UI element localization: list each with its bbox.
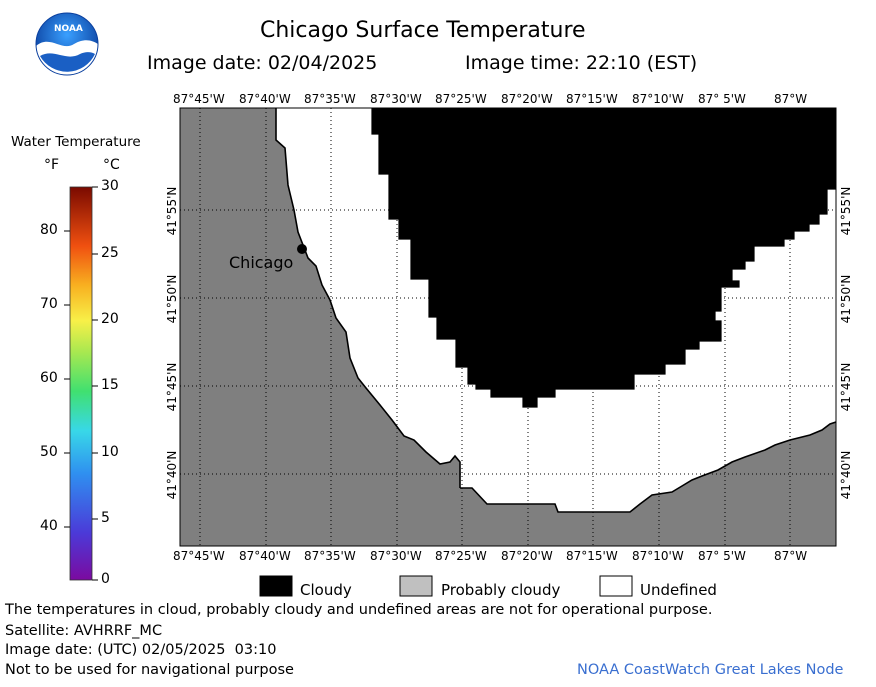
lat-label-right: 41°50'N [839,274,853,324]
lat-label-right: 41°40'N [839,450,853,500]
footer-satellite: Satellite: AVHRRF_MC [5,623,163,639]
f-tick-label: 40 [40,518,58,534]
lat-label-left: 41°50'N [165,274,179,324]
legend-swatch-cloudy [259,575,293,597]
chicago-marker [297,244,307,254]
c-tick-label: 15 [101,377,119,393]
lat-label-left: 41°55'N [165,186,179,236]
f-tick-label: 80 [40,222,58,238]
legend-swatch-undefined [599,575,633,597]
c-tick-label: 10 [101,444,119,460]
lon-label-top: 87°25'W [435,92,487,106]
lon-label-bottom: 87°15'W [566,549,618,563]
c-tick-label: 30 [101,178,119,194]
footer-credit: NOAA CoastWatch Great Lakes Node [577,662,844,678]
noaa-logo [35,12,99,77]
lon-label-top: 87° 5'W [698,92,746,106]
south-land [460,422,836,546]
noaa-logo-text: NOAA [54,24,83,34]
c-tick-label: 0 [101,571,110,587]
unit-fahrenheit: °F [44,157,60,173]
lon-label-bottom: 87°30'W [370,549,422,563]
legend-label-undefined: Undefined [640,581,717,599]
cloud-region [370,107,837,409]
lat-label-right: 41°45'N [839,362,853,412]
lon-label-bottom: 87°10'W [632,549,684,563]
lon-label-top: 87°20'W [501,92,553,106]
lon-label-bottom: 87°W [774,549,808,563]
west-land [180,108,460,546]
colorbar-ticks [64,186,98,581]
legend-swatch-probably-cloudy [399,575,433,597]
c-tick-label: 5 [101,510,110,526]
lon-label-bottom: 87°45'W [173,549,225,563]
graticule [180,108,836,546]
lon-label-bottom: 87°20'W [501,549,553,563]
lat-label-left: 41°40'N [165,450,179,500]
footer-note: The temperatures in cloud, probably clou… [5,602,713,618]
lon-label-top: 87°35'W [304,92,356,106]
page-title: Chicago Surface Temperature [260,18,586,43]
lon-label-bottom: 87°25'W [435,549,487,563]
lon-label-top: 87°10'W [632,92,684,106]
lat-label-right: 41°55'N [839,186,853,236]
c-tick-label: 20 [101,311,119,327]
lon-label-top: 87°W [774,92,808,106]
lon-label-bottom: 87° 5'W [698,549,746,563]
legend-label-cloudy: Cloudy [300,581,352,599]
image-time: Image time: 22:10 (EST) [465,52,698,74]
f-tick-label: 70 [40,296,58,312]
lon-label-bottom: 87°35'W [304,549,356,563]
colorbar-title: Water Temperature [11,134,141,150]
f-tick-label: 60 [40,370,58,386]
footer-utc-date: Image date: (UTC) 02/05/2025 03:10 [5,642,277,658]
footer-nav-warning: Not to be used for navigational purpose [5,662,294,678]
legend-label-probably-cloudy: Probably cloudy [441,581,561,599]
lon-label-top: 87°40'W [239,92,291,106]
lon-label-top: 87°15'W [566,92,618,106]
unit-celsius: °C [103,157,120,173]
lon-label-bottom: 87°40'W [239,549,291,563]
city-label-chicago: Chicago [229,253,294,272]
c-tick-label: 25 [101,245,119,261]
f-tick-label: 50 [40,444,58,460]
temperature-colorbar [69,186,93,581]
lon-label-top: 87°30'W [370,92,422,106]
image-date: Image date: 02/04/2025 [147,52,378,74]
lon-label-top: 87°45'W [173,92,225,106]
lat-label-left: 41°45'N [165,362,179,412]
